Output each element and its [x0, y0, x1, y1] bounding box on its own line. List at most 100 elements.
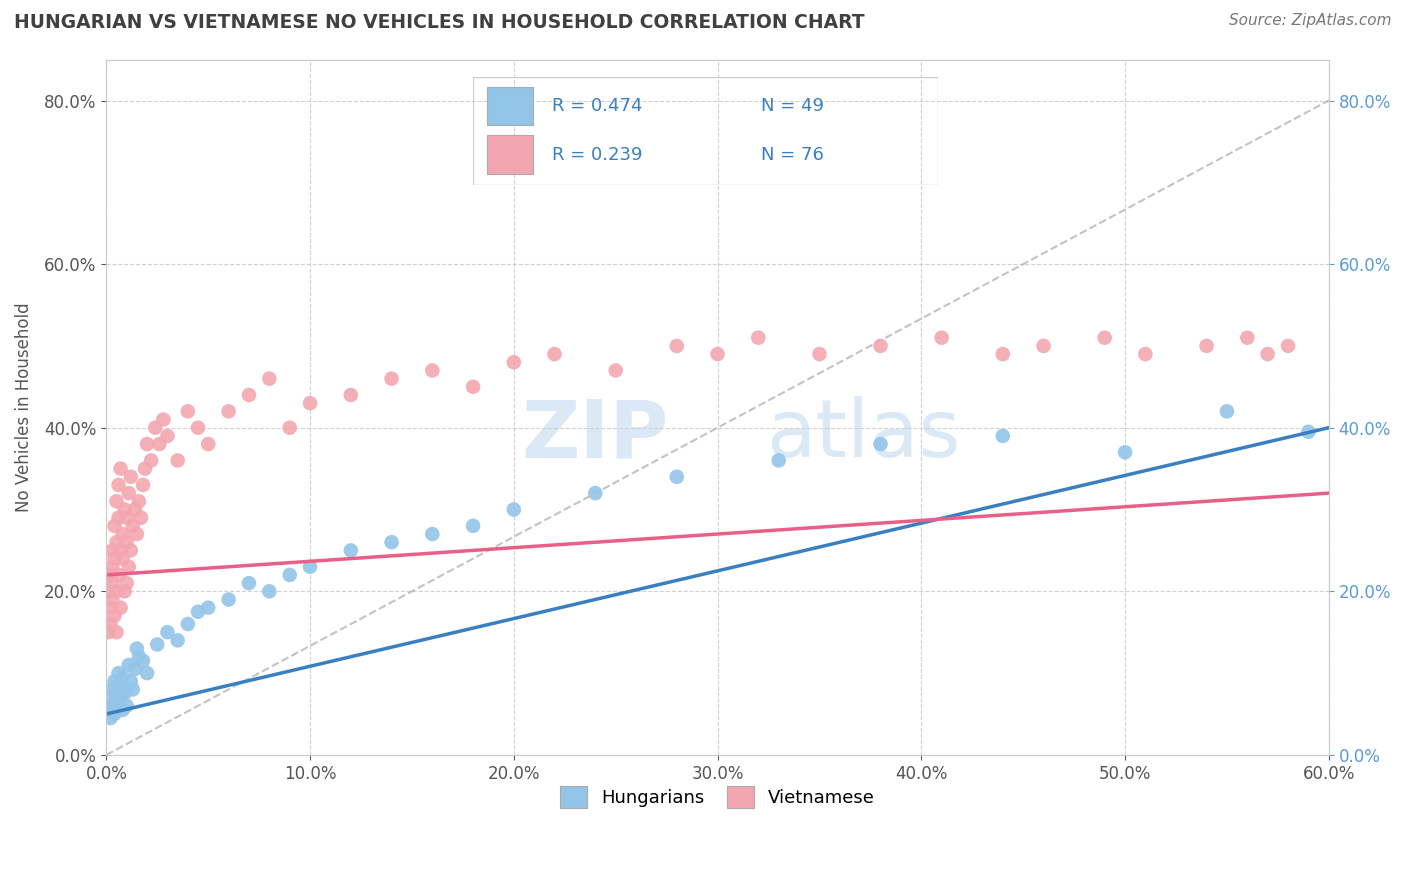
Y-axis label: No Vehicles in Household: No Vehicles in Household — [15, 302, 32, 512]
Point — [105, 695, 128, 709]
Point — [125, 527, 148, 541]
Point — [107, 510, 129, 524]
Point — [118, 486, 141, 500]
Point — [103, 551, 125, 566]
Point — [238, 388, 260, 402]
Point — [197, 600, 219, 615]
Point — [152, 412, 174, 426]
Point — [100, 568, 122, 582]
Point — [110, 461, 132, 475]
Point — [115, 576, 138, 591]
Point — [869, 339, 891, 353]
Point — [768, 453, 790, 467]
Point — [136, 437, 159, 451]
Point — [121, 519, 143, 533]
Point — [100, 600, 122, 615]
Point — [111, 703, 134, 717]
Point — [1114, 445, 1136, 459]
Point — [187, 605, 209, 619]
Point — [1135, 347, 1157, 361]
Point — [869, 437, 891, 451]
Point — [340, 543, 363, 558]
Point — [105, 584, 128, 599]
Point — [111, 670, 134, 684]
Point — [706, 347, 728, 361]
Point — [197, 437, 219, 451]
Point — [156, 625, 179, 640]
Point — [100, 711, 122, 725]
Point — [97, 625, 120, 640]
Text: Source: ZipAtlas.com: Source: ZipAtlas.com — [1229, 13, 1392, 29]
Point — [991, 347, 1014, 361]
Point — [101, 576, 124, 591]
Point — [114, 584, 136, 599]
Point — [124, 662, 146, 676]
Point — [101, 592, 124, 607]
Point — [101, 543, 124, 558]
Point — [380, 371, 402, 385]
Point — [502, 355, 524, 369]
Point — [1236, 331, 1258, 345]
Point — [665, 470, 688, 484]
Point — [115, 698, 138, 713]
Point — [461, 380, 484, 394]
Point — [1277, 339, 1299, 353]
Point — [259, 584, 281, 599]
Point — [141, 453, 163, 467]
Point — [148, 437, 170, 451]
Point — [134, 461, 156, 475]
Point — [931, 331, 953, 345]
Point — [187, 420, 209, 434]
Point — [111, 527, 134, 541]
Point — [120, 674, 142, 689]
Point — [110, 543, 132, 558]
Point — [502, 502, 524, 516]
Point — [747, 331, 769, 345]
Point — [299, 559, 322, 574]
Point — [132, 654, 155, 668]
Point — [97, 584, 120, 599]
Point — [103, 706, 125, 721]
Point — [461, 519, 484, 533]
Point — [420, 527, 443, 541]
Point — [100, 690, 122, 705]
Point — [1195, 339, 1218, 353]
Point — [110, 690, 132, 705]
Point — [111, 551, 134, 566]
Point — [101, 559, 124, 574]
Point — [115, 510, 138, 524]
Point — [1094, 331, 1116, 345]
Point — [105, 494, 128, 508]
Point — [156, 429, 179, 443]
Point — [543, 347, 565, 361]
Point — [278, 420, 301, 434]
Point — [132, 478, 155, 492]
Text: HUNGARIAN VS VIETNAMESE NO VEHICLES IN HOUSEHOLD CORRELATION CHART: HUNGARIAN VS VIETNAMESE NO VEHICLES IN H… — [14, 13, 865, 32]
Point — [129, 510, 152, 524]
Point — [340, 388, 363, 402]
Point — [101, 682, 124, 697]
Point — [991, 429, 1014, 443]
Point — [1298, 425, 1320, 439]
Point — [103, 519, 125, 533]
Point — [124, 502, 146, 516]
Point — [665, 339, 688, 353]
Point — [299, 396, 322, 410]
Point — [107, 478, 129, 492]
Point — [1257, 347, 1279, 361]
Point — [125, 641, 148, 656]
Point — [218, 404, 240, 418]
Point — [166, 633, 188, 648]
Point — [101, 698, 124, 713]
Point — [605, 363, 627, 377]
Point — [120, 543, 142, 558]
Point — [115, 682, 138, 697]
Point — [177, 617, 200, 632]
Point — [238, 576, 260, 591]
Point — [107, 678, 129, 692]
Point — [107, 568, 129, 582]
Point — [420, 363, 443, 377]
Point — [218, 592, 240, 607]
Point — [143, 420, 166, 434]
Point — [146, 638, 169, 652]
